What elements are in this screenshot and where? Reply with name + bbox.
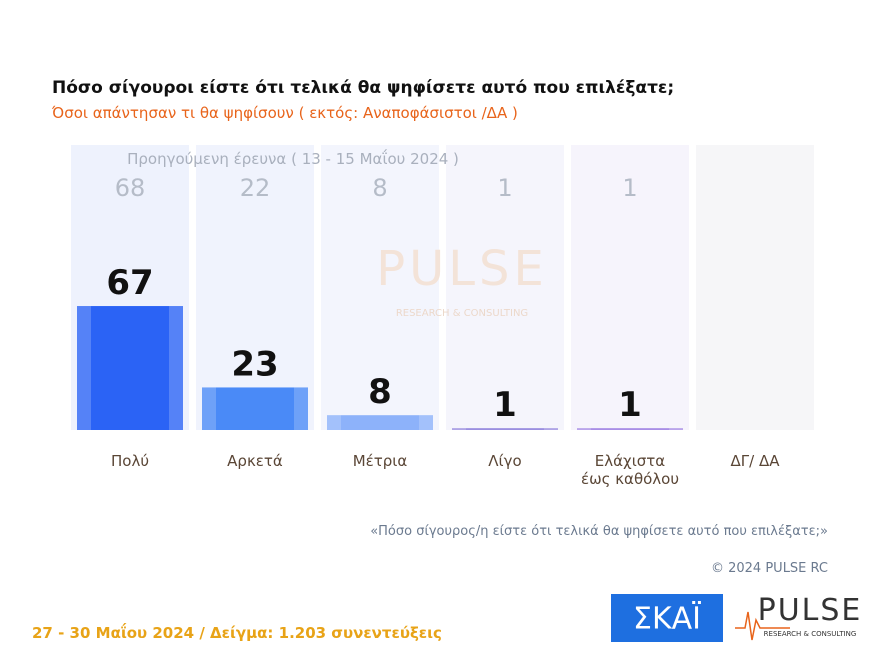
- bar: [327, 415, 433, 430]
- column-panel: [446, 145, 564, 430]
- x-tick-label: Ελάχιστα έως καθόλου: [580, 452, 680, 488]
- chart-title: Πόσο σίγουροι είστε ότι τελικά θα ψηφίσε…: [52, 78, 674, 98]
- value-label: 8: [368, 372, 392, 412]
- bar-edge: [419, 415, 433, 430]
- x-tick-label: Πολύ: [110, 452, 149, 470]
- previous-value: 1: [622, 174, 637, 202]
- bar: [202, 387, 308, 430]
- bar-edge: [544, 428, 558, 430]
- x-tick-label: Μέτρια: [352, 452, 408, 470]
- value-label: 1: [618, 385, 642, 425]
- previous-value: 22: [240, 174, 271, 202]
- x-tick-label: ΔΓ/ ΔΑ: [730, 452, 780, 470]
- bar-edge: [669, 428, 683, 430]
- bar-edge: [169, 306, 183, 430]
- x-tick-label: Αρκετά: [227, 452, 283, 470]
- bar: [577, 428, 683, 430]
- bar-edge: [77, 306, 91, 430]
- column-panel: [321, 145, 439, 430]
- x-tick-label: Λίγο: [488, 452, 522, 470]
- bar-edge: [577, 428, 591, 430]
- note: «Πόσο σίγουρος/η είστε ότι τελικά θα ψηφ…: [370, 524, 828, 539]
- column-panel: [196, 145, 314, 430]
- bar-edge: [294, 387, 308, 430]
- watermark-sub: RESEARCH & CONSULTING: [396, 308, 528, 319]
- column-panel: [571, 145, 689, 430]
- pulse-logo: PULSE: [758, 593, 863, 628]
- column-panel: [696, 145, 814, 430]
- previous-value: 68: [115, 174, 146, 202]
- value-label: 23: [231, 344, 278, 384]
- bar-edge: [452, 428, 466, 430]
- chart-subtitle: Όσοι απάντησαν τι θα ψηφίσουν ( εκτός: Α…: [51, 104, 518, 122]
- bar-edge: [327, 415, 341, 430]
- previous-value: 8: [372, 174, 387, 202]
- pulse-sub: RESEARCH & CONSULTING: [764, 630, 857, 638]
- previous-label: Προηγούμενη έρευνα ( 13 - 15 Μαΐου 2024 …: [127, 148, 459, 168]
- skai-text: ΣΚΑΪ: [633, 601, 701, 637]
- bar-edge: [202, 387, 216, 430]
- bar: [77, 306, 183, 430]
- pulse-icon: [735, 611, 790, 641]
- bar: [452, 428, 558, 430]
- copyright: © 2024 PULSE RC: [711, 561, 828, 576]
- footer: 27 - 30 Μαΐου 2024 / Δείγμα: 1.203 συνεν…: [32, 622, 442, 642]
- value-label: 67: [106, 263, 153, 303]
- previous-value: 1: [497, 174, 512, 202]
- watermark: PULSE: [376, 241, 548, 297]
- value-label: 1: [493, 385, 517, 425]
- skai-logo: [611, 594, 723, 642]
